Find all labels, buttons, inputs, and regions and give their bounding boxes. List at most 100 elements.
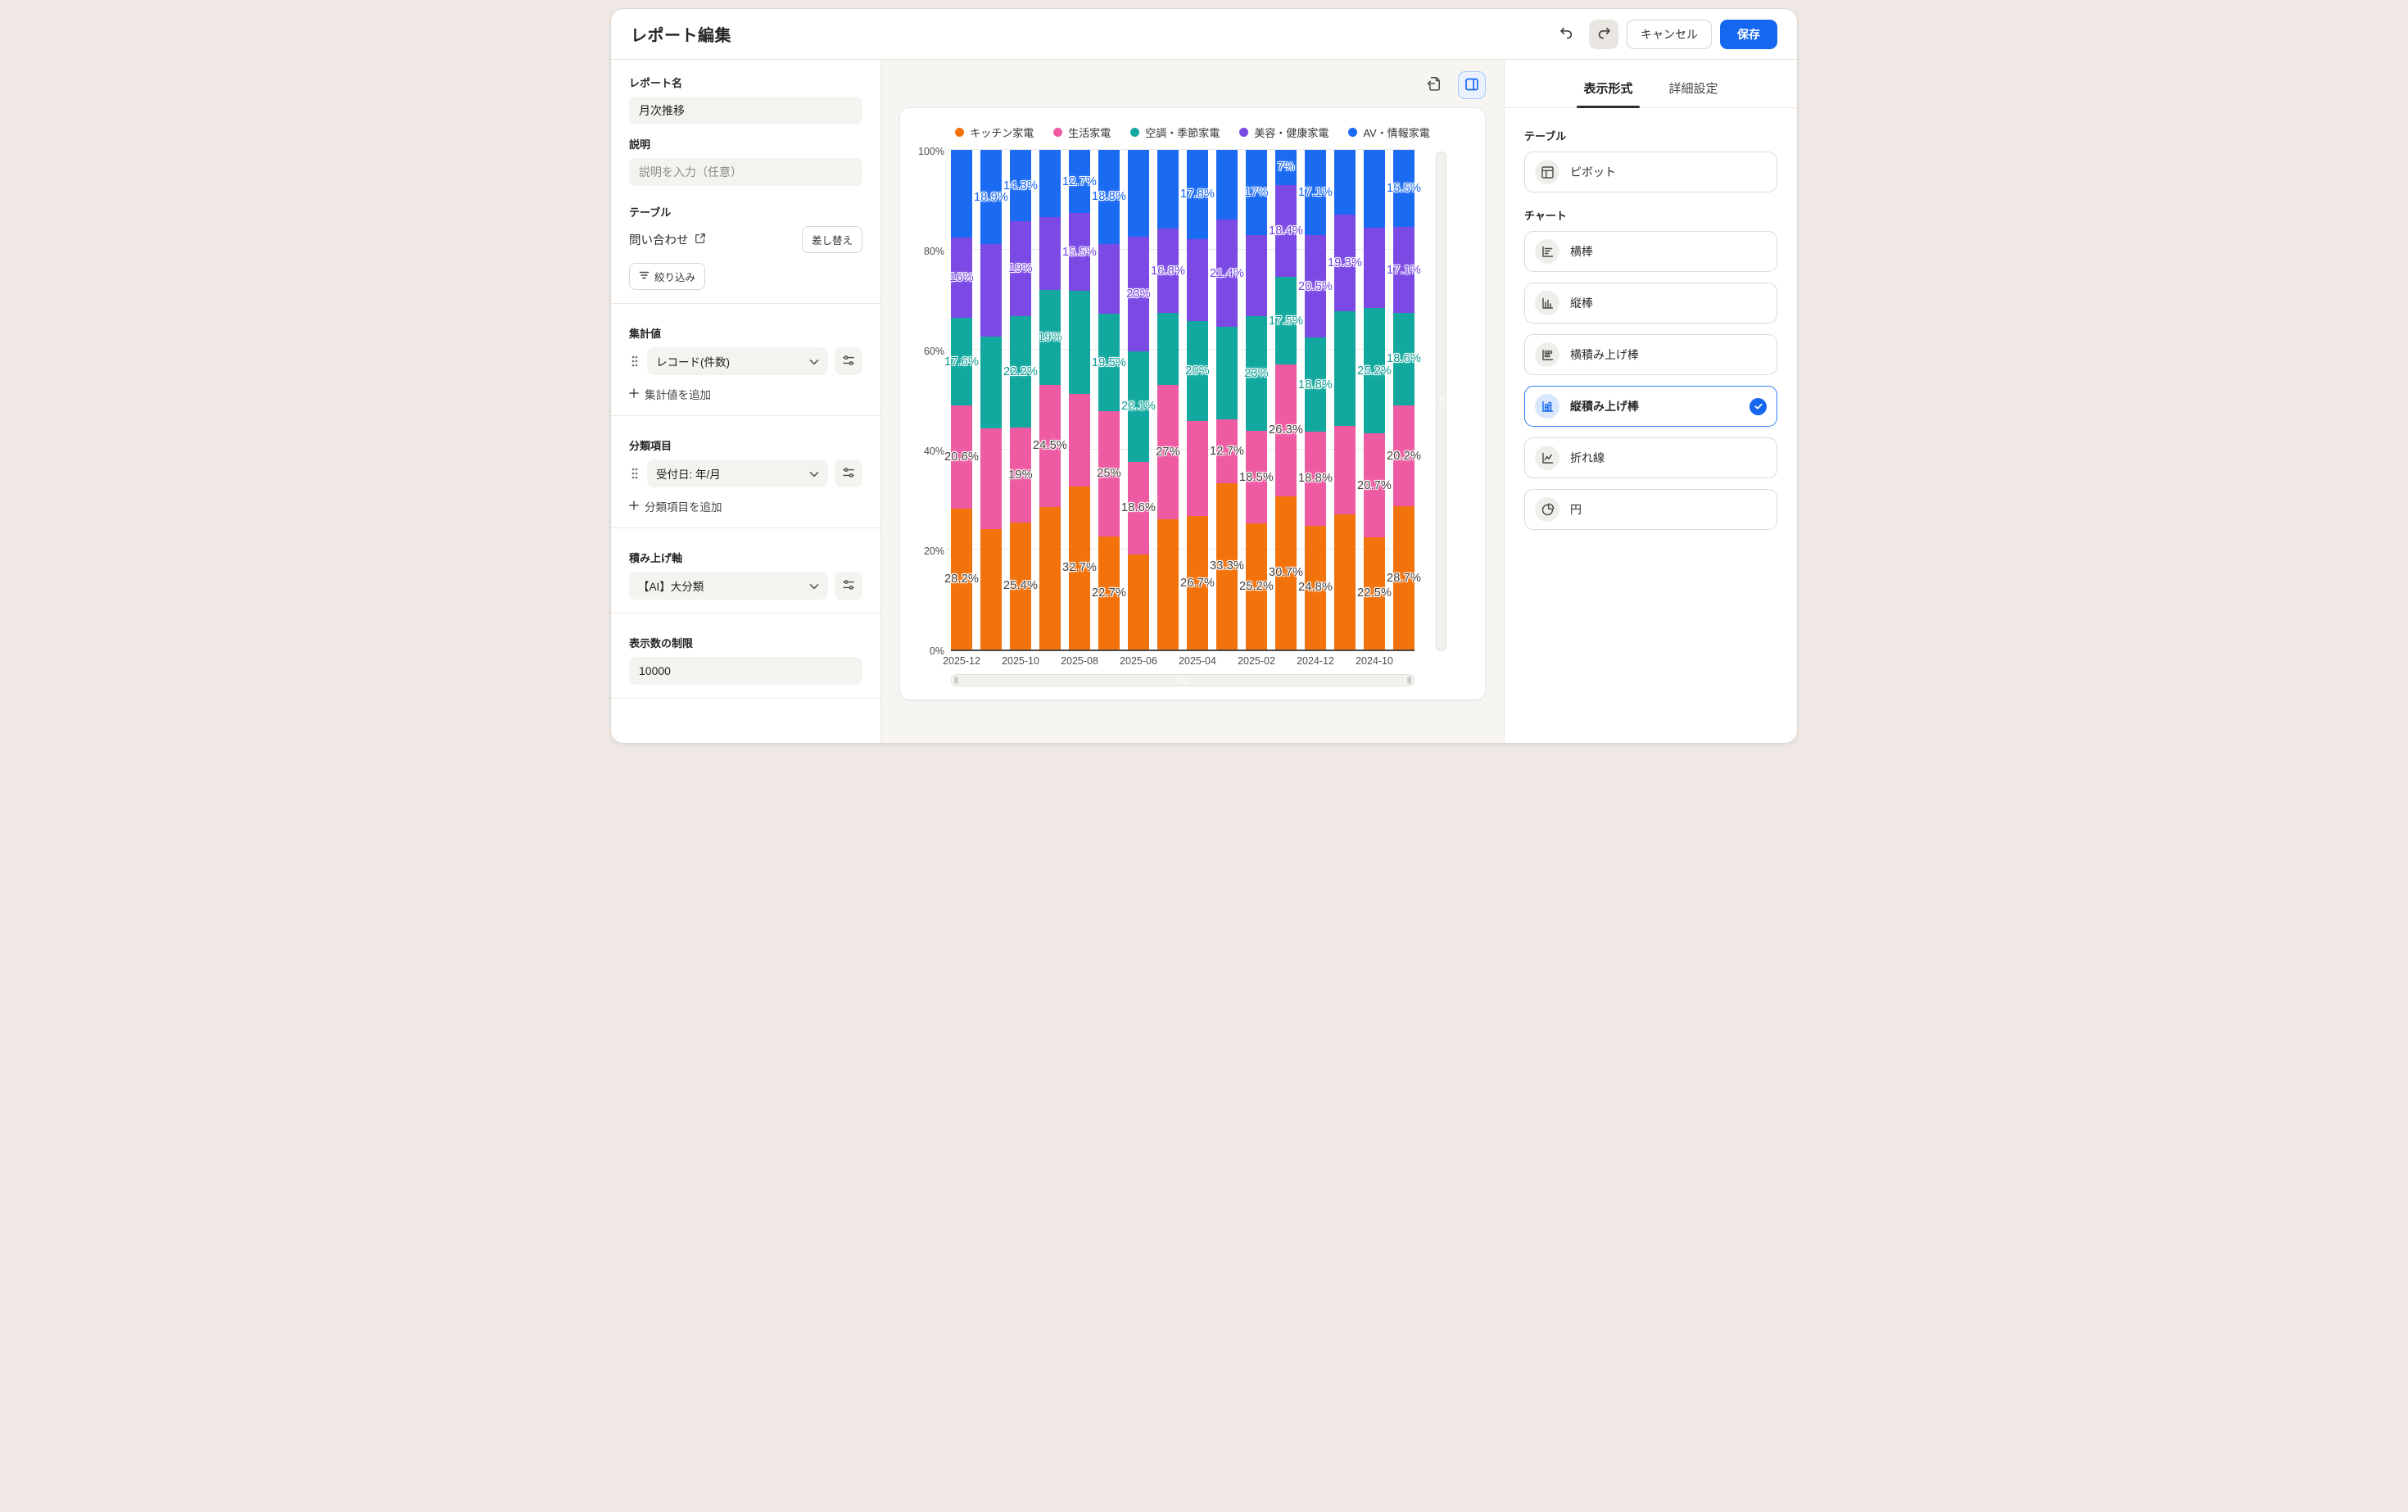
bar-vertical-stacked-icon: [1535, 394, 1559, 419]
bar-segment: 25.2%: [1239, 523, 1274, 650]
bar-segment: 18.6%: [1121, 461, 1156, 555]
data-label: 25.2%: [1238, 580, 1274, 594]
display-limit-input[interactable]: [629, 657, 862, 685]
redo-button[interactable]: [1589, 19, 1618, 49]
external-link-icon[interactable]: [695, 233, 706, 247]
chart-vertical-scrollbar[interactable]: [1436, 152, 1446, 651]
bar-segment: [1364, 227, 1385, 308]
option-pivot[interactable]: ピボット: [1524, 152, 1777, 192]
description-input[interactable]: [629, 158, 862, 186]
add-metric-button[interactable]: 集計値を追加: [629, 386, 711, 402]
bar-2025-10: 14.3% 19% 22.2% 19% 25.4%: [1003, 150, 1038, 650]
data-label: 18.8%: [1297, 378, 1333, 392]
chart-horizontal-scrollbar[interactable]: [951, 674, 1414, 686]
tune-icon: [842, 578, 855, 594]
data-label: 18.6%: [1120, 501, 1156, 515]
bar-segment: [1039, 507, 1061, 650]
bar-segment: [1069, 291, 1090, 394]
report-name-input[interactable]: [629, 97, 862, 124]
chart-option-label: 円: [1570, 503, 1582, 516]
data-label: 19%: [1038, 330, 1062, 344]
gridline: [946, 149, 1414, 150]
bar-2025-04: 17.8% 20% 26.7%: [1180, 150, 1215, 650]
undo-button[interactable]: [1551, 20, 1581, 49]
chart-option-2[interactable]: 縦棒: [1524, 283, 1777, 324]
export-button[interactable]: [1420, 71, 1448, 99]
cancel-button[interactable]: キャンセル: [1627, 19, 1712, 49]
bar-2025-05: 16.8% 27%: [1151, 150, 1185, 650]
chevron-down-icon: [809, 468, 819, 480]
bar-vertical-icon: [1535, 291, 1559, 315]
bar-segment: [980, 428, 1002, 529]
metrics-select[interactable]: レコード(件数): [647, 347, 828, 375]
gridline: [946, 249, 1414, 250]
bar-segment: [1216, 150, 1238, 220]
save-button[interactable]: 保存: [1720, 19, 1777, 49]
dimensions-label: 分類項目: [629, 440, 672, 452]
chart-section-label: チャート: [1524, 210, 1567, 222]
data-label: 22.2%: [1003, 365, 1039, 379]
data-label: 25.2%: [1356, 364, 1392, 378]
chart-option-5[interactable]: 折れ線: [1524, 437, 1777, 478]
x-axis-tick: 2025-12: [943, 655, 980, 667]
legend-dot-icon: [1130, 128, 1140, 137]
bar-segment: 17%: [1244, 150, 1269, 235]
data-label: 22.7%: [1091, 586, 1127, 600]
data-label: 33.3%: [1209, 559, 1245, 573]
dimensions-select-value: 受付日: 年/月: [656, 469, 721, 481]
y-axis-tick: 60%: [923, 346, 944, 357]
y-axis-tick: 100%: [918, 146, 944, 157]
filter-button[interactable]: 絞り込み: [629, 263, 706, 290]
table-label: テーブル: [629, 206, 672, 219]
bar-2025-09: 19% 24.5%: [1033, 150, 1067, 650]
chart-option-6[interactable]: 円: [1524, 489, 1777, 530]
bar-2025-03: 21.4% 12.7% 33.3%: [1210, 150, 1244, 650]
data-label: 18.6%: [1386, 352, 1422, 366]
tab-display-format[interactable]: 表示形式: [1577, 75, 1640, 108]
y-axis-tick: 40%: [923, 446, 944, 457]
metrics-settings-button[interactable]: [835, 347, 862, 375]
data-label: 23%: [1126, 287, 1151, 301]
bar-segment: 33.3%: [1210, 482, 1244, 650]
export-icon: [1426, 75, 1443, 95]
chart-option-3[interactable]: 横積み上げ棒: [1524, 334, 1777, 375]
display-limit-label: 表示数の制限: [629, 637, 694, 650]
bar-segment: [1039, 217, 1061, 290]
stack-axis-label: 積み上げ軸: [629, 552, 683, 564]
chart-option-1[interactable]: 横棒: [1524, 231, 1777, 272]
bar-segment: 15.5%: [1062, 213, 1097, 292]
bar-segment: 19.3%: [1328, 215, 1362, 312]
filter-button-label: 絞り込み: [654, 272, 696, 283]
data-label: 21.4%: [1209, 266, 1245, 280]
legend-dot-icon: [1348, 128, 1358, 137]
bar-segment: [1334, 150, 1356, 215]
chart-option-4[interactable]: 縦積み上げ棒: [1524, 386, 1777, 427]
section-display-limit: 表示数の制限: [611, 613, 880, 698]
section-metrics: 集計値 レコード(件数): [611, 303, 880, 415]
bar-segment: 23%: [1244, 316, 1269, 432]
slider-right-handle[interactable]: [1407, 677, 1411, 684]
drag-handle-icon[interactable]: [629, 468, 640, 479]
bar-segment: 20.2%: [1387, 405, 1421, 507]
split-view-button[interactable]: [1458, 71, 1486, 99]
slider-left-handle[interactable]: [954, 677, 958, 684]
tab-advanced-settings[interactable]: 詳細設定: [1668, 75, 1720, 107]
add-dimension-button[interactable]: 分類項目を追加: [629, 498, 722, 514]
tune-icon: [842, 466, 855, 482]
stack-axis-select[interactable]: 【AI】大分類: [629, 572, 828, 600]
bar-2025-01: 7% 18.4% 17.5% 26.3% 30.7%: [1269, 150, 1303, 650]
data-label: 18.8%: [1297, 472, 1333, 486]
bar-segment: 19%: [1008, 221, 1033, 317]
stack-axis-settings-button[interactable]: [835, 572, 862, 600]
bar-segment: 17.1%: [1387, 227, 1421, 313]
bar-segment: 26.3%: [1269, 364, 1303, 496]
dimensions-settings-button[interactable]: [835, 459, 862, 487]
bar-segment: 25.2%: [1357, 307, 1392, 434]
dimensions-select[interactable]: 受付日: 年/月: [647, 459, 828, 487]
metrics-select-value: レコード(件数): [656, 356, 730, 369]
replace-table-button[interactable]: 差し替え: [801, 226, 862, 253]
bar-segment: [1128, 555, 1149, 650]
bar-segment: 23%: [1126, 236, 1151, 351]
add-metric-label: 集計値を追加: [645, 389, 711, 401]
drag-handle-icon[interactable]: [629, 355, 640, 367]
